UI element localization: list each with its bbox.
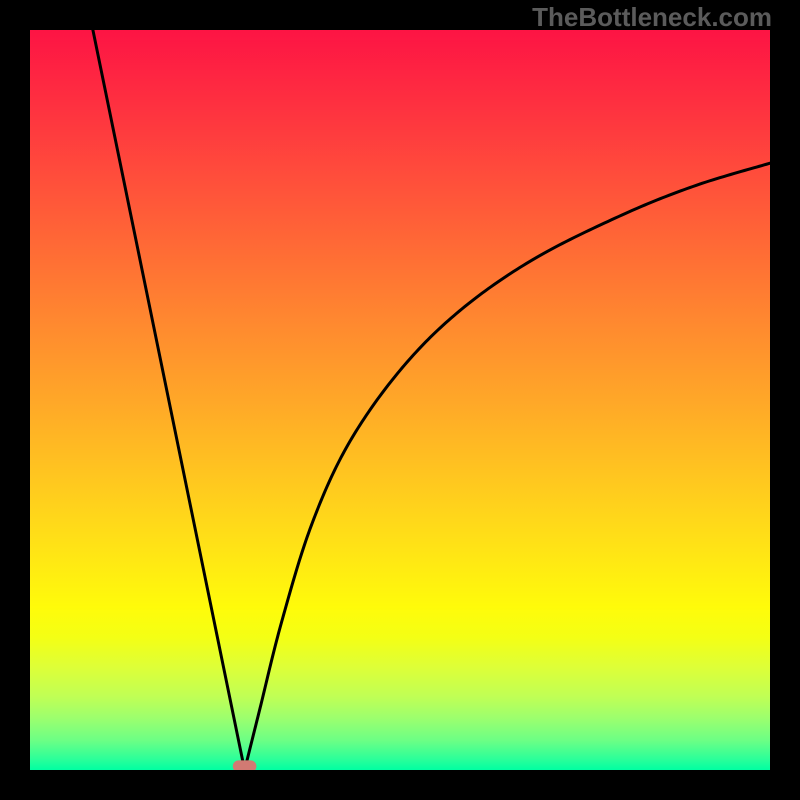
bottleneck-chart	[0, 0, 800, 800]
frame-bottom	[0, 770, 800, 800]
frame-right	[770, 0, 800, 800]
chart-background	[30, 30, 770, 770]
frame-left	[0, 0, 30, 800]
watermark-text: TheBottleneck.com	[532, 2, 772, 33]
